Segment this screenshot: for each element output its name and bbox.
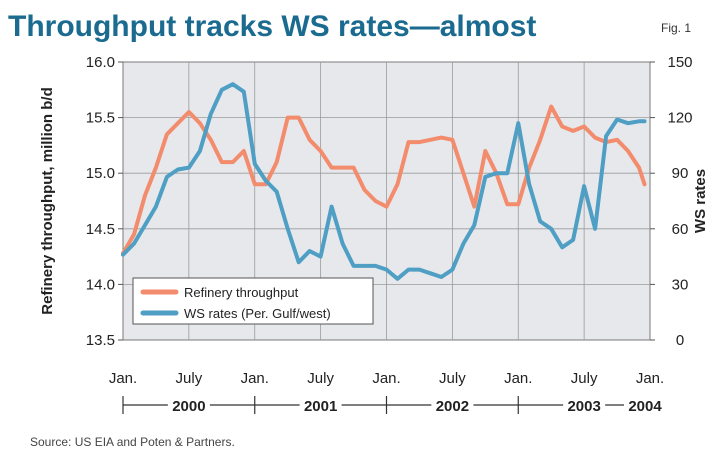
y-axis-label: Refinery throughput, million b/d: [39, 87, 56, 314]
x-month-label: July: [439, 370, 466, 387]
x-month-label: Jan.: [504, 370, 532, 387]
year-label-bg: [624, 395, 666, 415]
x-month-label: Jan.: [241, 370, 269, 387]
series-line-throughput: [121, 104, 647, 256]
year-label-bg: [431, 395, 474, 415]
left-tick-label: 16.0: [86, 54, 115, 71]
right-tick-label: 30: [672, 276, 689, 293]
legend-label-throughput: Refinery throughput: [184, 285, 299, 300]
legend-box: [132, 277, 374, 325]
left-tick-label: 15.0: [86, 165, 115, 182]
chart-title: Throughput tracks WS rates—almost: [8, 10, 536, 43]
x-month-label: July: [176, 370, 203, 387]
x-year-label: 2002: [436, 398, 469, 415]
x-month-label: July: [307, 370, 334, 387]
x-year-label: 2003: [567, 398, 600, 415]
x-month-label: Jan.: [109, 370, 137, 387]
right-axis: 0 30 60 90 120 150: [650, 54, 693, 349]
series-line-ws: [121, 82, 647, 281]
year-label-bg: [299, 395, 342, 415]
left-axis: 13.5 14.0 14.5 15.0 15.5 16.0: [86, 54, 123, 349]
x-axis: Jan. July Jan. July Jan. July Jan. July Jan. 2000…: [109, 370, 666, 415]
left-tick-label: 14.0: [86, 276, 115, 293]
x-year-label: 2001: [304, 398, 337, 415]
year-label-bg: [563, 395, 606, 415]
legend-label-ws: WS rates (Per. Gulf/west): [184, 306, 331, 321]
x-month-label: Jan.: [372, 370, 400, 387]
x-year-label: 2004: [628, 398, 662, 415]
right-tick-label: 120: [667, 110, 692, 127]
x-year-label: 2000: [172, 398, 205, 415]
right-tick-label: 90: [672, 165, 689, 182]
series-group: [121, 82, 647, 281]
left-tick-label: 14.5: [86, 221, 115, 238]
left-tick-label: 15.5: [86, 110, 115, 127]
right-tick-label: 0: [676, 332, 684, 349]
y2-axis-label: WS rates: [692, 169, 709, 233]
right-tick-label: 60: [672, 221, 689, 238]
year-label-bg: [167, 395, 210, 415]
right-tick-label: 150: [667, 54, 692, 71]
x-month-label: Jan.: [636, 370, 664, 387]
source-note: Source: US EIA and Poten & Partners.: [30, 435, 235, 449]
legend: Refinery throughput WS rates (Per. Gulf/…: [132, 277, 374, 325]
x-month-label: July: [571, 370, 598, 387]
left-tick-label: 13.5: [86, 332, 115, 349]
fig-label: Fig. 1: [661, 21, 691, 35]
